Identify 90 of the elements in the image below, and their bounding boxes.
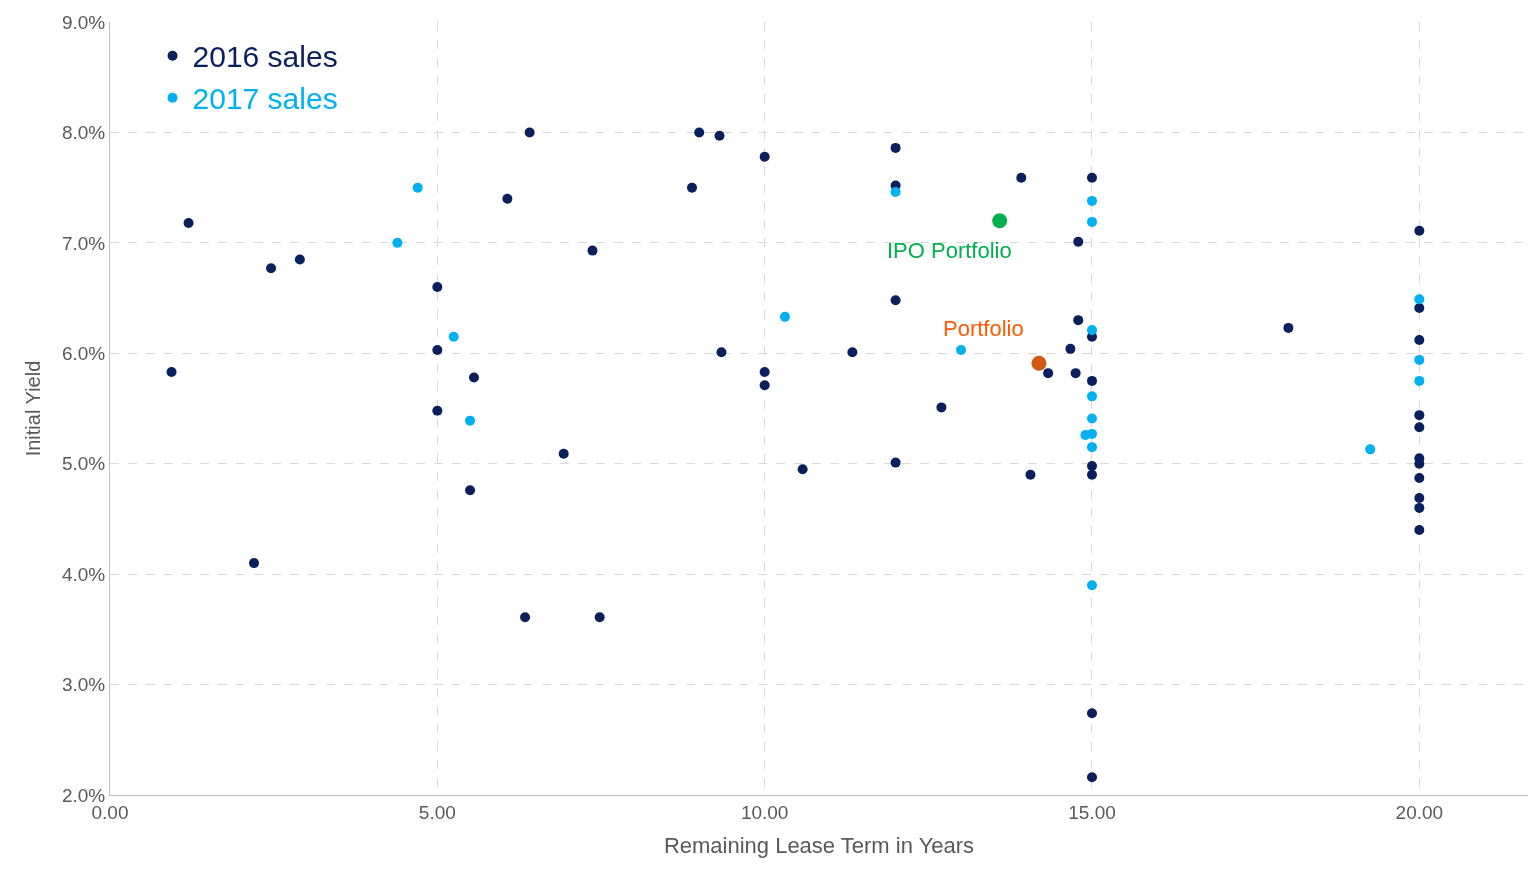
point	[1086, 325, 1097, 336]
point	[797, 464, 808, 475]
y-tick-label: 7.0%	[61, 232, 106, 254]
point	[1086, 460, 1097, 471]
point	[687, 182, 697, 193]
point	[992, 213, 1008, 229]
point	[716, 347, 727, 358]
x-tick-label: 5.00	[418, 801, 456, 823]
point	[1414, 524, 1425, 535]
point	[1414, 225, 1425, 236]
point	[502, 193, 513, 204]
point	[1414, 375, 1425, 386]
point	[759, 380, 770, 391]
point	[1414, 335, 1425, 346]
point	[779, 311, 790, 322]
point	[594, 612, 605, 623]
point	[558, 448, 569, 459]
point	[1086, 391, 1097, 402]
point	[1086, 172, 1097, 183]
point	[956, 344, 967, 355]
point	[266, 263, 277, 274]
y-tick-label: 5.0%	[61, 453, 106, 475]
point	[412, 182, 423, 193]
point	[1031, 355, 1047, 371]
point	[432, 405, 443, 416]
point	[392, 237, 403, 248]
x-tick-label: 20.00	[1395, 801, 1444, 823]
point	[1065, 343, 1076, 354]
y-tick-label: 8.0%	[61, 122, 106, 144]
point	[1073, 236, 1084, 247]
point	[1414, 492, 1425, 503]
point	[1414, 410, 1425, 421]
point	[1414, 473, 1425, 484]
point	[294, 254, 305, 265]
point	[890, 187, 901, 198]
point	[714, 130, 725, 141]
point	[1025, 469, 1036, 480]
point	[1086, 708, 1097, 719]
point	[890, 295, 901, 306]
annotation: Portfolio	[943, 316, 1024, 341]
legend-label: 2017 sales	[192, 82, 338, 116]
point	[1086, 216, 1097, 227]
point	[520, 612, 531, 623]
point	[694, 127, 705, 138]
point	[759, 367, 770, 378]
point	[1414, 502, 1425, 513]
point	[847, 347, 858, 358]
point	[936, 402, 947, 413]
point	[1414, 354, 1425, 365]
annotation: IPO Portfolio	[887, 238, 1012, 263]
point	[1086, 772, 1097, 783]
point	[524, 127, 535, 138]
point	[759, 151, 770, 162]
point	[1086, 442, 1097, 453]
y-tick-label: 4.0%	[61, 563, 106, 585]
point	[432, 344, 443, 355]
x-tick-label: 15.00	[1068, 801, 1116, 823]
point	[1414, 422, 1425, 433]
point	[1414, 294, 1425, 305]
point	[1086, 375, 1097, 386]
point	[1283, 322, 1294, 333]
y-tick-label: 3.0%	[61, 674, 106, 696]
point	[468, 372, 479, 383]
point	[166, 367, 177, 378]
point	[1365, 444, 1376, 455]
point	[890, 457, 901, 468]
point	[1080, 430, 1091, 440]
point	[1086, 195, 1097, 206]
point	[1070, 368, 1081, 379]
y-tick-label: 6.0%	[61, 342, 106, 364]
point	[1414, 303, 1425, 314]
legend-label: 2016 sales	[192, 40, 338, 74]
point	[1086, 413, 1097, 424]
point	[587, 245, 598, 256]
point	[432, 282, 443, 293]
y-axis-title: Initial Yield	[22, 360, 45, 457]
point	[1043, 368, 1054, 379]
point	[249, 558, 260, 569]
point	[448, 331, 459, 342]
point	[1086, 469, 1097, 480]
point	[183, 217, 194, 228]
point	[1086, 580, 1097, 591]
x-tick-label: 10.00	[740, 801, 789, 823]
point	[890, 142, 901, 153]
y-tick-label: 9.0%	[61, 11, 106, 33]
x-axis-title: Remaining Lease Term in Years	[663, 832, 975, 858]
point	[465, 485, 476, 496]
point	[1073, 315, 1084, 326]
point	[465, 415, 476, 426]
point	[1016, 172, 1027, 183]
